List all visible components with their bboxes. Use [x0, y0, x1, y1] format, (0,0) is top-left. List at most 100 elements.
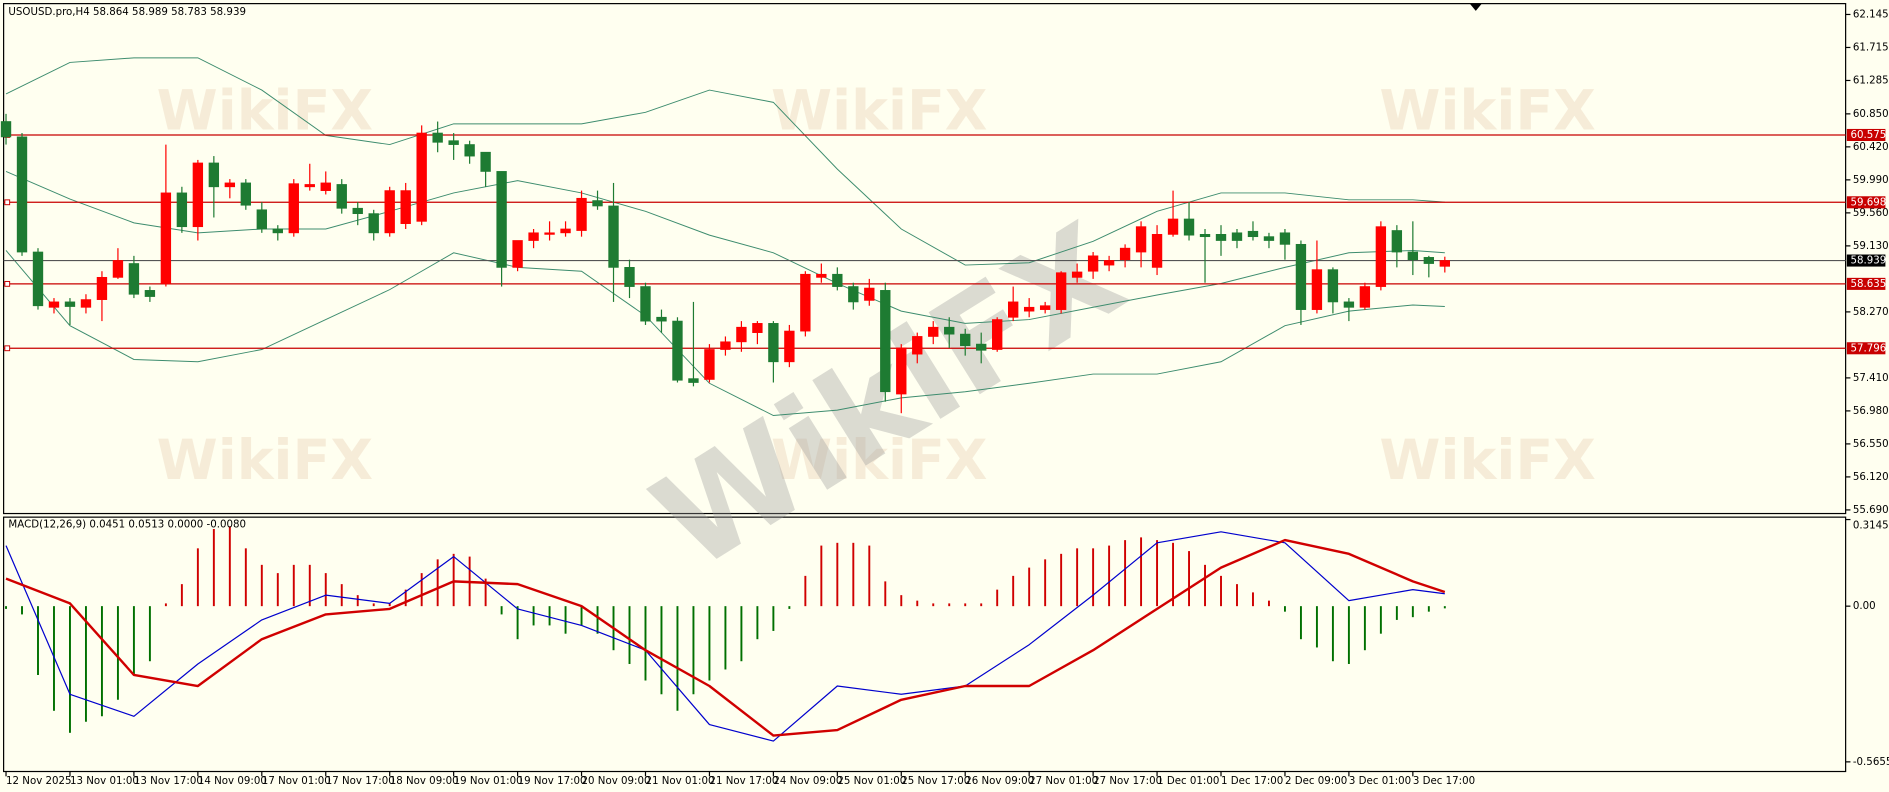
candle-body [112, 260, 124, 278]
candle-body [208, 162, 220, 188]
x-tick-label: 20 Nov 09:00 [582, 775, 651, 787]
candle-body [720, 341, 731, 350]
level-box [1846, 277, 1886, 290]
candle-body [176, 192, 188, 228]
candle-body [816, 273, 827, 278]
candle-body [160, 192, 172, 284]
candle-body [1375, 226, 1387, 287]
x-tick-label: 3 Dec 17:00 [1413, 775, 1475, 787]
candle-body [1247, 230, 1259, 238]
y-tick-label: 60.850 [1853, 108, 1889, 120]
x-tick-label: 13 Nov 17:00 [134, 775, 203, 787]
candle-body [736, 326, 747, 343]
band-line [5, 250, 1445, 417]
macd-header: MACD(12,26,9) 0.0451 0.0513 0.0000 -0.00… [8, 518, 246, 530]
y-tick-label: 56.980 [1853, 405, 1889, 417]
candle-body [336, 184, 347, 209]
candle-body [384, 190, 395, 234]
candle-body [896, 347, 907, 395]
y-tick-label: 60.420 [1853, 141, 1889, 153]
candle-body [304, 184, 315, 188]
candle-body [768, 323, 779, 363]
candle-body [1023, 306, 1035, 312]
x-tick-label: 27 Nov 01:00 [1029, 775, 1098, 787]
candle-body [1279, 232, 1291, 245]
candle-body [48, 301, 60, 308]
candle-body [1119, 247, 1131, 261]
level-label: 58.635 [1850, 278, 1886, 290]
macd-line [5, 531, 1445, 742]
candle-body [576, 197, 587, 231]
x-tick-label: 17 Nov 17:00 [326, 775, 395, 787]
candle-body [592, 200, 603, 207]
x-tick-label: 19 Nov 01:00 [454, 775, 523, 787]
watermark: WikiFX [157, 429, 374, 493]
x-tick-label: 26 Nov 09:00 [965, 775, 1034, 787]
candle-body [832, 273, 843, 287]
y-tick-label: -0.5655 [1853, 756, 1889, 768]
candle-body [288, 183, 299, 234]
y-tick-label: 0.00 [1853, 600, 1876, 612]
candle-body [800, 273, 811, 332]
watermark: WikiFX [771, 429, 988, 493]
candle-body [1071, 271, 1083, 278]
candle-body [1135, 226, 1147, 253]
candle-body [992, 319, 1003, 350]
level-handle [4, 345, 11, 352]
x-tick-label: 27 Nov 17:00 [1093, 775, 1162, 787]
candle-body [352, 207, 363, 215]
candle-body [928, 326, 939, 337]
candle-body [320, 182, 331, 191]
candle-body [80, 299, 92, 308]
candle-body [272, 228, 283, 234]
y-tick-label: 56.550 [1853, 438, 1889, 450]
x-tick-label: 21 Nov 01:00 [645, 775, 714, 787]
y-tick-label: 61.285 [1853, 74, 1889, 86]
candle-body [1039, 305, 1051, 310]
y-tick-label: 56.120 [1853, 471, 1889, 483]
x-tick-label: 25 Nov 17:00 [901, 775, 970, 787]
y-tick-label: 57.410 [1853, 372, 1889, 384]
watermark: WikiFX [1379, 429, 1596, 493]
candle-body [96, 276, 108, 300]
candle-body [608, 205, 619, 268]
x-tick-label: 13 Nov 01:00 [70, 775, 139, 787]
candle-body [144, 290, 156, 297]
y-tick-label: 61.715 [1853, 41, 1889, 53]
candle-body [1263, 236, 1275, 241]
candle-body [656, 316, 667, 322]
candle-body [1008, 301, 1019, 318]
shift-marker [1469, 3, 1482, 11]
watermark: WikiFX [157, 80, 374, 144]
x-tick-label: 21 Nov 17:00 [709, 775, 778, 787]
watermark: WikiFX [771, 80, 988, 144]
macd-line [5, 538, 1446, 737]
candle-body [784, 330, 795, 363]
candle-body [416, 132, 427, 222]
level-box [1846, 342, 1886, 355]
candle-body [1343, 301, 1355, 308]
x-tick-label: 1 Dec 01:00 [1157, 775, 1219, 787]
price-header: USOUSD.pro,H4 58.864 58.989 58.783 58.93… [8, 6, 246, 18]
candle-body [1439, 260, 1451, 267]
candle-body [1087, 255, 1099, 272]
candle-body [560, 228, 571, 234]
candle-body [240, 182, 252, 206]
current-price-box [1846, 254, 1886, 267]
x-tick-label: 2 Dec 09:00 [1285, 775, 1347, 787]
x-tick-label: 25 Nov 01:00 [837, 775, 906, 787]
candle-body [1407, 251, 1419, 261]
price-pane [3, 3, 1847, 515]
candle-body [880, 290, 891, 393]
candle-body [1055, 272, 1067, 310]
level-handle [4, 280, 11, 287]
candle-body [0, 121, 12, 138]
band-line [5, 170, 1445, 324]
candle-body [512, 240, 523, 268]
x-tick-label: 24 Nov 09:00 [773, 775, 842, 787]
current-price-label: 58.939 [1850, 255, 1886, 267]
candle-body [1423, 257, 1435, 264]
x-tick-label: 19 Nov 17:00 [518, 775, 587, 787]
